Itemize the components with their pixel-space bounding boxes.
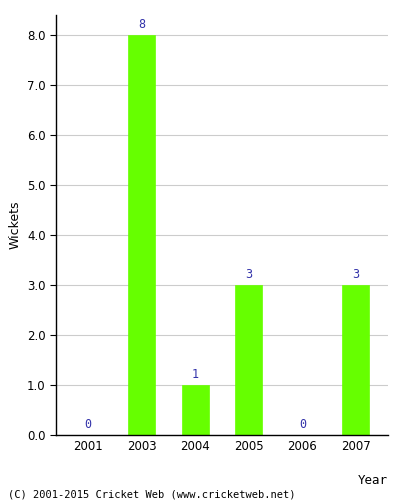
Bar — [235, 285, 262, 435]
Text: Year: Year — [358, 474, 388, 487]
Text: 3: 3 — [352, 268, 360, 281]
Text: 8: 8 — [138, 18, 145, 31]
Text: (C) 2001-2015 Cricket Web (www.cricketweb.net): (C) 2001-2015 Cricket Web (www.cricketwe… — [8, 490, 296, 500]
Text: 0: 0 — [299, 418, 306, 431]
Text: 0: 0 — [84, 418, 92, 431]
Bar — [342, 285, 369, 435]
Bar — [128, 35, 155, 435]
Text: 1: 1 — [192, 368, 199, 381]
Text: 3: 3 — [245, 268, 252, 281]
Bar — [182, 385, 209, 435]
Y-axis label: Wickets: Wickets — [8, 200, 22, 249]
